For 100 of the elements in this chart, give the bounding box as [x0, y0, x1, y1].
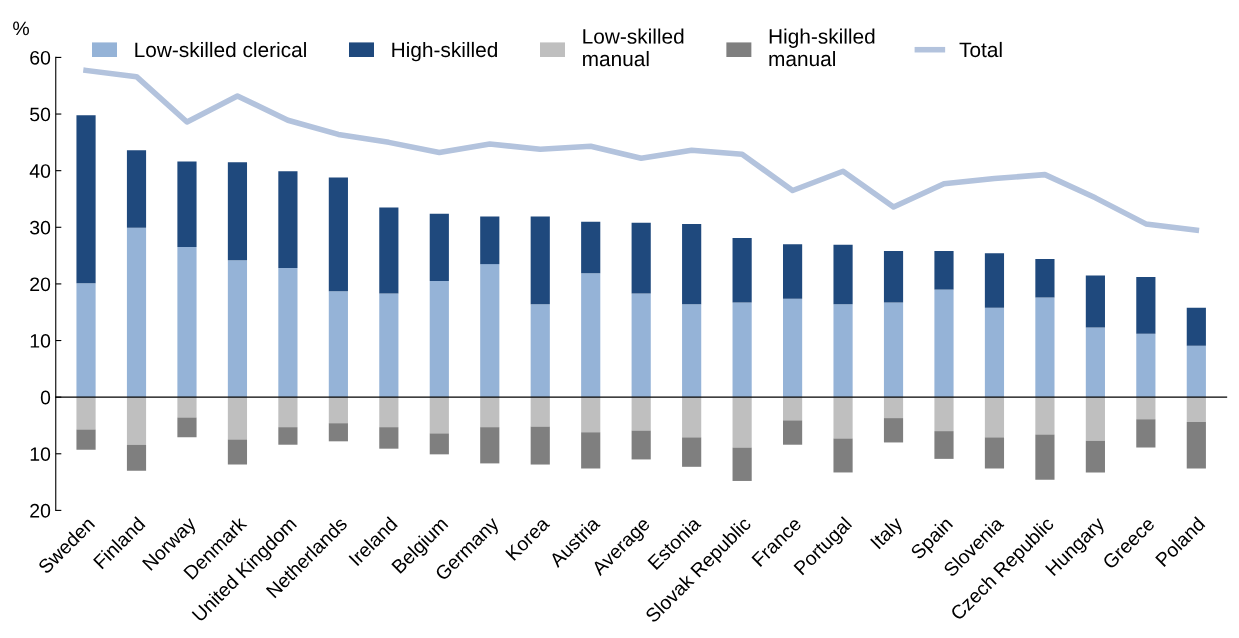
bar	[1085, 275, 1105, 328]
bar	[177, 397, 197, 418]
y-tick-label: 20	[30, 503, 51, 518]
bar	[76, 397, 96, 430]
bar	[379, 397, 399, 428]
bar	[732, 447, 752, 481]
bar	[1035, 397, 1055, 435]
bar	[833, 397, 853, 439]
bar	[1136, 277, 1156, 334]
legend-label: High-skilled	[392, 41, 497, 62]
bar	[1186, 307, 1206, 346]
bar	[783, 420, 803, 445]
bar	[631, 430, 651, 460]
bar	[1136, 333, 1156, 398]
bar	[76, 115, 96, 284]
bar	[278, 427, 298, 445]
bar	[126, 150, 147, 228]
bar	[682, 223, 702, 305]
bar	[732, 397, 752, 448]
y-tick-label: 50	[30, 107, 51, 122]
bar	[732, 302, 752, 398]
bar	[581, 273, 601, 398]
y-axis-title: %	[13, 21, 29, 36]
bar	[429, 433, 449, 455]
bar	[530, 397, 550, 427]
bar	[883, 251, 904, 303]
bar	[429, 281, 449, 398]
bar	[783, 298, 803, 398]
bar	[379, 293, 399, 398]
bar	[379, 207, 399, 294]
bar	[76, 429, 96, 450]
bar	[227, 260, 248, 398]
bar	[76, 283, 96, 398]
bar	[631, 397, 651, 431]
bar	[379, 427, 399, 449]
bar	[682, 437, 702, 467]
bar	[934, 431, 954, 459]
bar	[227, 397, 248, 440]
bar	[278, 397, 298, 428]
y-tick-label: 0	[40, 390, 51, 405]
bar	[530, 216, 550, 305]
bar	[530, 304, 550, 398]
bar	[984, 437, 1005, 469]
y-tick-label: 60	[30, 50, 51, 65]
legend-label: Low-skilled manual	[583, 28, 684, 67]
bar	[1136, 397, 1156, 420]
y-tick-label: 30	[30, 220, 51, 235]
bar	[883, 302, 904, 398]
y-tick-label: 20	[30, 277, 51, 292]
bar	[984, 253, 1005, 308]
bar	[1085, 440, 1105, 473]
bar	[480, 427, 500, 464]
y-tick-label: 10	[30, 447, 51, 462]
bar	[530, 426, 550, 465]
bar	[732, 238, 752, 303]
bar	[1085, 397, 1105, 441]
y-tick-label: 40	[29, 164, 51, 178]
bar	[1085, 327, 1105, 398]
bar	[631, 293, 651, 398]
bar	[934, 251, 954, 290]
legend-label: Total	[959, 41, 1002, 58]
bar	[1186, 345, 1206, 398]
bar	[429, 397, 449, 434]
bar	[126, 397, 147, 445]
bar	[581, 397, 601, 433]
bar	[581, 432, 601, 469]
bar	[278, 268, 298, 398]
legend-label: High-skilled manual	[769, 28, 875, 67]
bar	[783, 397, 803, 421]
x-tick-label: Italy	[869, 515, 907, 553]
bar	[1136, 419, 1156, 448]
bar	[1035, 259, 1055, 298]
bar	[328, 291, 348, 398]
bar	[177, 417, 197, 438]
bar	[480, 397, 500, 428]
bar	[1186, 422, 1206, 469]
bar	[934, 397, 954, 432]
bar	[883, 397, 904, 419]
bar	[631, 222, 651, 294]
bar	[833, 244, 853, 305]
bar	[227, 162, 248, 261]
bar	[934, 289, 954, 398]
bar	[480, 216, 500, 265]
bar	[833, 438, 853, 473]
bar	[429, 213, 449, 282]
bar	[177, 161, 197, 248]
bar	[1035, 297, 1055, 398]
bar	[1035, 434, 1055, 480]
bar	[984, 397, 1005, 438]
bar	[581, 221, 601, 274]
bar	[177, 247, 197, 398]
y-tick-label: 10	[30, 334, 51, 348]
bar	[783, 244, 803, 299]
bar	[682, 397, 702, 438]
bar	[126, 227, 147, 398]
bar	[682, 304, 702, 398]
bar	[328, 423, 348, 442]
bar	[328, 177, 348, 292]
bar	[328, 397, 348, 424]
bar	[126, 444, 147, 471]
